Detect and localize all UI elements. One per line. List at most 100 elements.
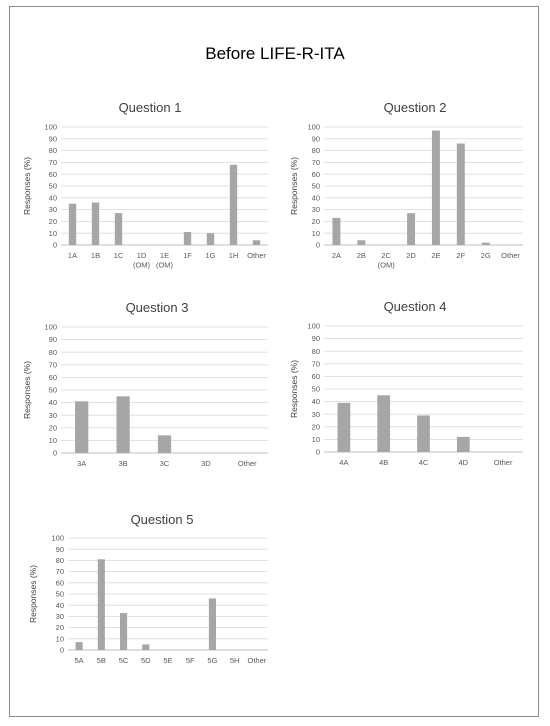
x-tick-label: 5E	[163, 656, 172, 665]
y-tick-label: 30	[312, 410, 320, 419]
y-tick-label: 60	[49, 373, 57, 382]
y-tick-label: 60	[312, 372, 320, 381]
y-tick-label: 40	[312, 397, 320, 406]
x-tick-label: 5G	[207, 656, 217, 665]
y-tick-label: 30	[49, 411, 57, 420]
x-tick-label-line: (OM)	[156, 261, 174, 270]
y-tick-label: 90	[312, 334, 320, 343]
bar-2a	[332, 217, 341, 245]
x-tick-label-line: 2C	[381, 251, 391, 260]
y-tick-label: 30	[312, 205, 320, 214]
x-tick-label: 1B	[91, 251, 100, 260]
y-tick-label: 70	[312, 359, 320, 368]
x-tick-label: 3C	[160, 459, 170, 468]
x-tick-label: Other	[501, 251, 520, 260]
bar-2b	[357, 240, 366, 245]
bar-5c	[120, 613, 128, 650]
bar-other	[252, 240, 261, 245]
bar-2e	[431, 130, 440, 245]
x-tick-label: 2D	[406, 251, 416, 260]
y-tick-label: 30	[49, 205, 57, 214]
y-tick-label: 0	[53, 449, 57, 458]
y-tick-label: 100	[51, 534, 64, 543]
y-tick-label: 90	[312, 134, 320, 143]
y-tick-label: 20	[49, 217, 57, 226]
y-tick-label: 20	[49, 423, 57, 432]
y-tick-label: 40	[49, 193, 57, 202]
y-tick-label: 100	[44, 123, 57, 132]
y-tick-label: 0	[60, 646, 64, 655]
y-tick-label: 100	[307, 123, 320, 132]
y-tick-label: 50	[312, 182, 320, 191]
chart-question-2: Question 2 Responses (%) 0 10 20 30 40 50 60 70 80…	[289, 100, 523, 270]
x-tick-label-line: (OM)	[133, 261, 151, 270]
x-tick-label: 1A	[68, 251, 77, 260]
bar-3b	[116, 396, 130, 453]
y-tick-label: 60	[312, 170, 320, 179]
page-frame	[9, 6, 539, 717]
y-tick-label: 10	[49, 229, 57, 238]
x-tick-label: 1G	[205, 251, 215, 260]
bar-2f	[456, 143, 465, 245]
y-tick-label: 80	[312, 347, 320, 356]
chart-title: Question 5	[131, 512, 194, 527]
y-tick-label: 40	[49, 398, 57, 407]
y-tick-label: 50	[56, 590, 64, 599]
x-tick-label: 3A	[77, 459, 86, 468]
bar-1f	[183, 232, 192, 245]
bar-3a	[75, 401, 89, 453]
bar-1a	[68, 203, 77, 245]
x-tick-label: Other	[494, 458, 513, 467]
chart-title: Question 4	[384, 299, 447, 314]
chart-title: Question 3	[126, 300, 189, 315]
x-tick-label-line: (OM)	[378, 261, 396, 270]
y-tick-label: 90	[49, 335, 57, 344]
bar-4b	[377, 395, 391, 452]
y-tick-label: 50	[49, 182, 57, 191]
chart-title: Question 1	[119, 100, 182, 115]
y-tick-label: 0	[316, 448, 320, 457]
y-tick-label: 80	[312, 146, 320, 155]
y-tick-label: 100	[307, 322, 320, 331]
y-tick-label: 40	[56, 601, 64, 610]
y-tick-label: 40	[312, 193, 320, 202]
x-tick-label: Other	[248, 656, 267, 665]
bar-4a	[337, 402, 351, 452]
bar-1g	[206, 233, 215, 245]
x-tick-label: 5H	[230, 656, 240, 665]
y-tick-label: 30	[56, 612, 64, 621]
y-tick-label: 80	[49, 348, 57, 357]
bar-1b	[91, 202, 100, 245]
x-tick-label: 2C (OM)	[378, 251, 396, 270]
bar-5b	[97, 559, 105, 650]
x-tick-label: 4D	[459, 458, 469, 467]
y-tick-label: 100	[44, 323, 57, 332]
y-tick-label: 20	[312, 422, 320, 431]
y-tick-label: 20	[312, 217, 320, 226]
x-tick-label: Other	[238, 459, 257, 468]
y-axis-label: Responses (%)	[289, 360, 299, 418]
x-tick-label: 4C	[419, 458, 429, 467]
x-tick-label: 5C	[119, 656, 129, 665]
y-tick-label: 10	[312, 435, 320, 444]
x-tick-label: 2B	[357, 251, 366, 260]
y-tick-label: 90	[56, 545, 64, 554]
x-tick-label-line: 1E	[160, 251, 169, 260]
x-tick-label: 5D	[141, 656, 151, 665]
x-tick-label: 2A	[332, 251, 341, 260]
x-tick-label: 1C	[114, 251, 124, 260]
chart-question-4: Question 4 Responses (%) 0 10 20 30 40 50 60 70 80…	[289, 299, 523, 467]
y-tick-label: 60	[49, 170, 57, 179]
bar-1c	[114, 213, 123, 245]
y-tick-label: 70	[49, 360, 57, 369]
bar-4d	[456, 436, 470, 452]
bar-5a	[75, 642, 83, 650]
x-tick-label: 1H	[229, 251, 239, 260]
y-tick-label: 80	[49, 146, 57, 155]
y-tick-label: 10	[49, 436, 57, 445]
chart-question-5: Question 5 Responses (%) 0 10 20 30 40 50 60 70 80…	[28, 512, 268, 665]
y-tick-label: 90	[49, 134, 57, 143]
x-tick-label: Other	[247, 251, 266, 260]
chart-title: Question 2	[384, 100, 447, 115]
y-tick-label: 80	[56, 556, 64, 565]
